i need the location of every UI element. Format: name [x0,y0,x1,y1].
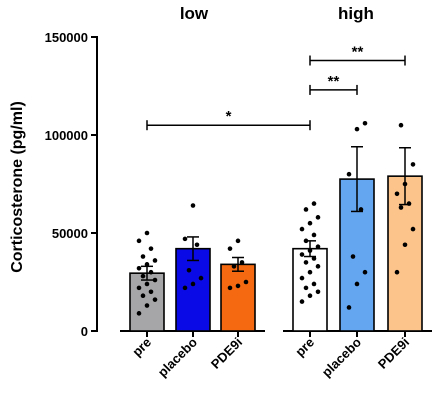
data-point [299,252,305,257]
data-point [144,262,150,267]
significance-label: ** [328,73,340,90]
data-point [299,275,305,281]
data-point [362,120,368,126]
y-axis-title: Corticosterone (pg/ml) [9,101,26,273]
category-label: PDE9i [208,335,245,372]
data-point [402,181,408,187]
data-point [140,254,146,259]
category-label: pre [292,335,317,360]
data-point [398,205,404,210]
data-point [140,273,146,279]
y-tick-label: 100000 [45,128,88,143]
data-point [299,226,305,232]
data-point [410,226,416,232]
data-point [136,285,142,291]
data-point [354,281,360,287]
data-point [394,191,400,197]
data-point [140,293,146,299]
data-point [136,238,142,244]
y-tick-label: 150000 [45,30,88,45]
data-point [303,285,309,291]
data-point [148,289,154,295]
data-point [398,122,404,128]
data-point [198,275,204,281]
data-point [299,299,305,304]
data-point [307,293,313,299]
data-point [190,203,196,208]
bar-low-pde9i [220,263,256,332]
data-point [144,303,150,308]
data-point [148,246,154,251]
data-point [311,232,317,238]
data-point [311,201,317,206]
bar-high-pre [292,247,328,332]
data-points [136,120,416,316]
data-point [346,305,352,310]
data-point [136,311,142,316]
data-point [315,244,321,250]
category-label: PDE9i [375,335,412,372]
category-label: pre [129,335,154,360]
bars [129,175,423,332]
data-point [406,201,412,206]
data-point [315,289,321,295]
data-point [350,254,356,259]
data-point [410,162,416,167]
data-point [182,285,188,291]
data-point [303,207,309,212]
data-point [144,230,150,236]
data-point [402,242,408,248]
data-point [394,269,400,275]
group-label-high: high [338,4,374,23]
category-label: placebo [319,334,364,379]
data-point [243,279,249,285]
data-point [315,215,321,220]
data-point [194,242,200,248]
data-point [136,265,142,271]
significance-label: ** [352,44,364,61]
data-point [315,264,321,269]
data-point [148,269,154,275]
y-tick-label: 0 [81,324,88,339]
data-point [186,267,192,273]
data-point [358,207,364,212]
data-point [190,281,196,287]
data-point [311,281,317,287]
data-point [235,238,241,244]
data-point [227,246,233,251]
significance-label: * [226,108,232,125]
data-point [239,260,245,265]
data-point [231,264,237,269]
data-point [346,171,352,177]
data-point [152,258,158,263]
data-point [227,285,233,291]
group-label-low: low [180,4,209,23]
data-point [152,297,158,302]
data-point [303,260,309,265]
data-point [152,277,158,283]
category-label: placebo [155,334,200,379]
data-point [303,238,309,244]
data-point [307,269,313,275]
data-point [307,220,313,226]
y-tick-label: 50000 [52,226,88,241]
data-point [354,126,360,132]
data-point [235,283,241,289]
bar-low-placebo [175,247,211,332]
significance-brackets: ***** [146,44,406,131]
data-point [307,248,313,253]
data-point [182,236,188,242]
data-point [311,256,317,261]
data-point [362,269,368,275]
data-point [144,281,150,287]
